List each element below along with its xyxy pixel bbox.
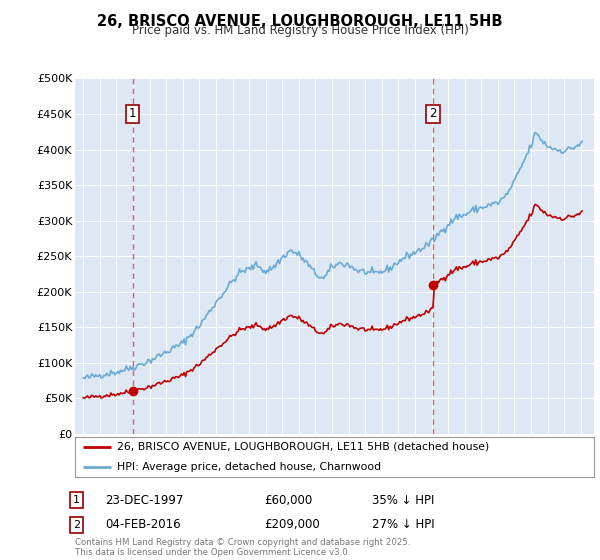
Text: Contains HM Land Registry data © Crown copyright and database right 2025.
This d: Contains HM Land Registry data © Crown c… [75,538,410,557]
Text: 26, BRISCO AVENUE, LOUGHBOROUGH, LE11 5HB (detached house): 26, BRISCO AVENUE, LOUGHBOROUGH, LE11 5H… [116,442,489,452]
Text: HPI: Average price, detached house, Charnwood: HPI: Average price, detached house, Char… [116,462,380,472]
Text: 35% ↓ HPI: 35% ↓ HPI [372,493,434,507]
Text: 2: 2 [73,520,80,530]
Text: Price paid vs. HM Land Registry's House Price Index (HPI): Price paid vs. HM Land Registry's House … [131,24,469,37]
Text: 27% ↓ HPI: 27% ↓ HPI [372,518,434,531]
Text: 04-FEB-2016: 04-FEB-2016 [105,518,181,531]
Text: 26, BRISCO AVENUE, LOUGHBOROUGH, LE11 5HB: 26, BRISCO AVENUE, LOUGHBOROUGH, LE11 5H… [97,14,503,29]
Text: 23-DEC-1997: 23-DEC-1997 [105,493,184,507]
Text: £209,000: £209,000 [264,518,320,531]
Text: 1: 1 [73,495,80,505]
Text: £60,000: £60,000 [264,493,312,507]
Text: 1: 1 [129,108,136,120]
Text: 2: 2 [429,108,437,120]
